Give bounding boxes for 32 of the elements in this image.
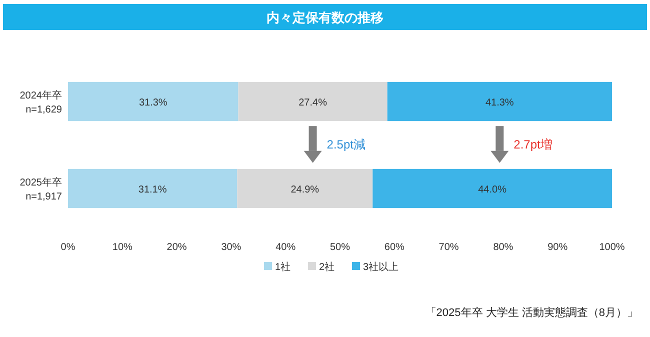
data-label: 41.3% — [485, 98, 514, 108]
x-tick-label: 100% — [599, 242, 625, 253]
bar — [387, 82, 612, 122]
bar — [237, 168, 373, 208]
data-label: 27.4% — [298, 98, 328, 108]
bar — [238, 82, 388, 122]
x-tick-label: 90% — [548, 242, 568, 253]
annotation: 2.7pt増 — [514, 138, 552, 152]
x-tick-label: 10% — [112, 242, 133, 253]
bar — [68, 168, 238, 208]
bar — [372, 168, 612, 208]
y-tick-label: 2024年卒 n=1,629 — [20, 90, 62, 116]
x-tick-label: 80% — [493, 242, 514, 253]
text: 「2025年卒 大学生 活動実態調査（8月）」 — [425, 306, 638, 319]
data-label: 31.3% — [138, 98, 168, 108]
legend-label: 1社 — [275, 261, 291, 273]
x-tick-label: 60% — [384, 242, 405, 253]
chart-title: 内々定保有数の推移 — [266, 10, 384, 25]
legend-label: 2社 — [319, 261, 335, 273]
x-tick-label: 40% — [276, 242, 296, 253]
bar — [68, 82, 238, 122]
y-tick-label: 2025年卒 n=1,917 — [20, 176, 62, 202]
x-tick-label: 0% — [60, 242, 76, 253]
x-tick-label: 20% — [166, 242, 187, 253]
x-tick-label: 30% — [221, 242, 242, 253]
data-label: 44.0% — [478, 184, 507, 196]
x-tick-label: 50% — [330, 242, 350, 253]
x-tick-label: 70% — [438, 242, 459, 253]
annotation: 2.5pt減 — [326, 138, 366, 152]
legend-label: 3社以上 — [363, 261, 399, 273]
data-label: 31.1% — [138, 184, 167, 196]
data-label: 24.9% — [290, 184, 320, 196]
